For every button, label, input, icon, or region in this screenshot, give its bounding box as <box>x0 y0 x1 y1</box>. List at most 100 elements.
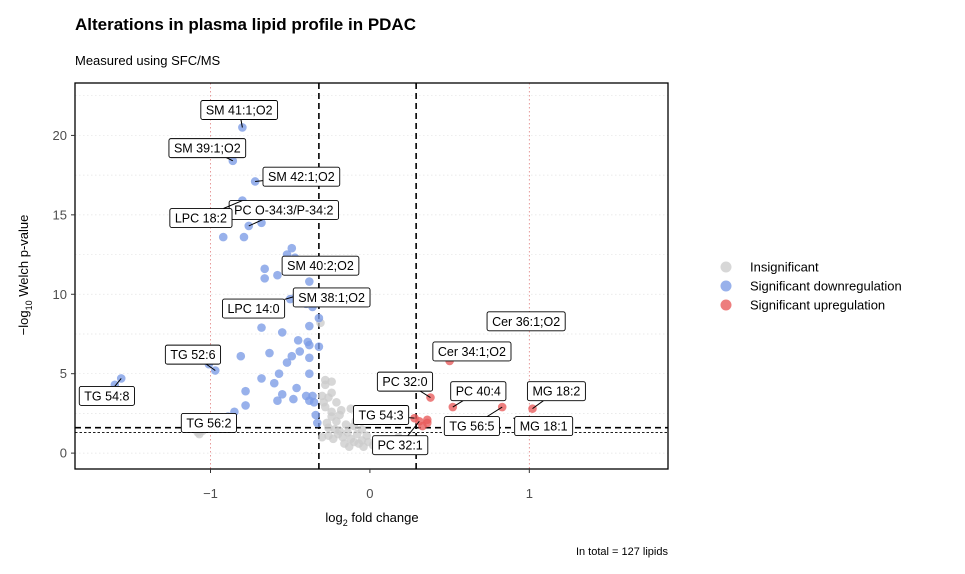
point-label: PC O-34:3/P-34:2 <box>228 200 339 227</box>
label-text: SM 42:1;O2 <box>268 170 335 184</box>
legend-label: Significant upregulation <box>750 298 885 313</box>
label-text: MG 18:1 <box>520 420 568 434</box>
label-connector <box>240 119 243 128</box>
label-box <box>353 405 410 425</box>
x-tick-label: 0 <box>366 486 373 501</box>
legend-entry: Insignificant <box>720 260 819 275</box>
y-tick-label: 0 <box>60 446 67 461</box>
legend-entry: Significant upregulation <box>720 298 885 313</box>
label-connector <box>407 421 420 436</box>
legend-label: Significant downregulation <box>750 279 902 294</box>
data-point <box>293 336 303 345</box>
x-axis-label-base: log <box>325 510 342 525</box>
data-point <box>341 420 351 429</box>
label-connector <box>255 180 264 182</box>
legend: Insignificant Significant downregulation S… <box>720 260 902 313</box>
data-point <box>320 380 330 390</box>
label-text: Cer 36:1;O2 <box>492 315 560 329</box>
data-point <box>314 342 324 351</box>
x-axis-ticks: −1 0 1 <box>203 469 533 501</box>
label-text: LPC 14:0 <box>227 302 279 316</box>
data-point <box>305 353 314 363</box>
label-text: SM 39:1;O2 <box>174 142 241 156</box>
label-box <box>372 435 429 456</box>
data-point <box>335 410 344 420</box>
legend-label: Insignificant <box>750 260 819 275</box>
point-label: TG 56:5 <box>443 406 503 437</box>
label-box <box>526 381 586 402</box>
data-point <box>422 415 432 425</box>
label-box <box>450 381 507 402</box>
x-axis-label-sub: 2 <box>343 518 348 528</box>
point-label: SM 39:1;O2 <box>168 138 247 162</box>
data-point <box>239 232 249 242</box>
data-point <box>311 410 321 420</box>
label-text: TG 54:8 <box>84 389 129 403</box>
data-point <box>273 396 282 405</box>
data-point <box>265 348 274 358</box>
label-text: SM 38:1;O2 <box>298 291 365 305</box>
label-connector <box>486 406 503 418</box>
data-point <box>309 397 319 407</box>
label-text: TG 56:5 <box>449 420 494 434</box>
y-axis-label-sub: 10 <box>24 300 34 310</box>
label-text: Cer 34:1;O2 <box>438 345 506 359</box>
x-tick-label: 1 <box>526 486 533 501</box>
label-connector <box>248 219 264 227</box>
label-text: TG 52:6 <box>170 348 215 362</box>
data-point <box>305 340 314 350</box>
point-label: TG 52:6 <box>164 344 222 371</box>
point-label: MG 18:2 <box>526 381 586 410</box>
label-box <box>200 100 279 120</box>
label-text: PC O-34:3/P-34:2 <box>234 204 333 218</box>
chart-caption: In total = 127 lipids <box>576 546 669 558</box>
data-point <box>357 424 367 434</box>
label-box <box>180 412 237 433</box>
label-box <box>164 344 222 365</box>
data-point <box>314 313 324 323</box>
y-axis-label-pre: −log <box>16 310 31 335</box>
y-tick-label: 5 <box>60 366 67 381</box>
label-connector <box>408 417 415 419</box>
point-label: PC 40:4 <box>450 381 507 408</box>
chart-title: Alterations in plasma lipid profile in P… <box>75 15 416 34</box>
data-point <box>277 390 287 399</box>
x-axis-label: log2 fold change <box>325 510 418 528</box>
label-connector <box>419 390 431 398</box>
label-box <box>292 287 371 308</box>
data-point <box>332 397 341 407</box>
y-tick-label: 10 <box>53 287 67 302</box>
data-point <box>497 402 507 412</box>
label-box <box>376 371 434 392</box>
point-label: PC 32:1 <box>372 421 429 456</box>
data-point <box>287 243 297 253</box>
point-label: LPC 18:2 <box>169 200 243 228</box>
label-box <box>443 416 500 437</box>
point-label: PC 32:0 <box>376 371 434 398</box>
label-box <box>169 208 233 228</box>
y-tick-label: 20 <box>53 128 67 143</box>
label-connector <box>223 200 243 209</box>
legend-key <box>720 299 732 311</box>
label-box <box>222 298 286 319</box>
data-point <box>305 277 314 286</box>
point-label: Cer 34:1;O2 <box>432 341 512 362</box>
x-tick-label: −1 <box>203 486 218 501</box>
data-point <box>260 264 269 274</box>
label-text: SM 41:1;O2 <box>206 104 273 118</box>
y-tick-label: 15 <box>53 207 67 222</box>
point-label: SM 42:1;O2 <box>255 166 341 187</box>
point-label: SM 38:1;O2 <box>292 287 371 308</box>
data-point <box>287 351 297 361</box>
label-connector <box>226 157 234 162</box>
label-text: TG 56:2 <box>186 416 231 430</box>
data-point <box>327 377 336 386</box>
label-text: PC 32:0 <box>382 375 427 389</box>
data-point <box>317 432 327 442</box>
label-connector <box>452 400 464 408</box>
data-point <box>241 386 250 396</box>
data-point <box>305 369 314 378</box>
point-label: SM 40:2;O2 <box>281 255 360 276</box>
data-point <box>269 378 279 388</box>
label-text: TG 54:3 <box>358 408 403 422</box>
